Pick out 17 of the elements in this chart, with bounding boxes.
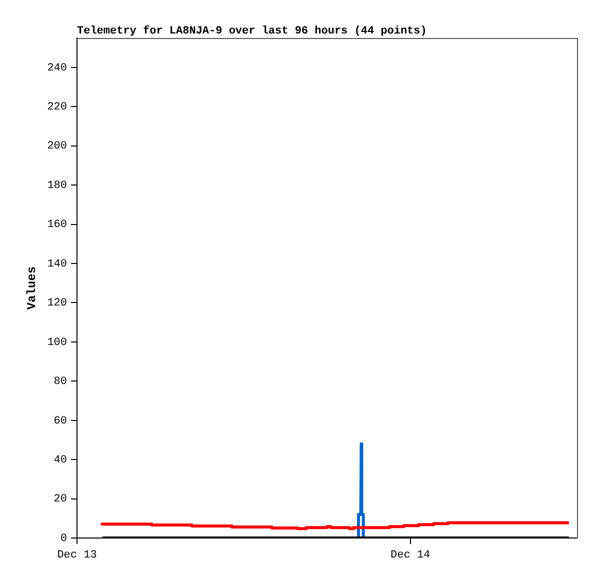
- y-tick-label: 40: [54, 454, 67, 466]
- x-tick-label: Dec 14: [390, 550, 431, 562]
- y-axis-title: Values: [25, 266, 40, 310]
- y-tick-label: 180: [47, 180, 67, 192]
- y-tick-label: 120: [47, 298, 67, 310]
- y-tick-label: 80: [54, 376, 67, 388]
- y-tick-label: 140: [47, 258, 67, 270]
- y-tick-label: 0: [60, 532, 67, 545]
- y-tick-label: 160: [47, 219, 67, 232]
- y-tick-label: 60: [54, 415, 67, 428]
- y-tick-label: 200: [47, 140, 67, 153]
- y-tick-label: 100: [47, 336, 67, 349]
- chart-title: Telemetry for LA8NJA-9 over last 96 hours (44 points): [77, 24, 427, 38]
- x-tick-label: Dec 13: [57, 550, 97, 562]
- y-tick-label: 20: [54, 494, 67, 506]
- y-tick-label: 220: [47, 102, 67, 114]
- y-tick-label: 240: [47, 62, 67, 74]
